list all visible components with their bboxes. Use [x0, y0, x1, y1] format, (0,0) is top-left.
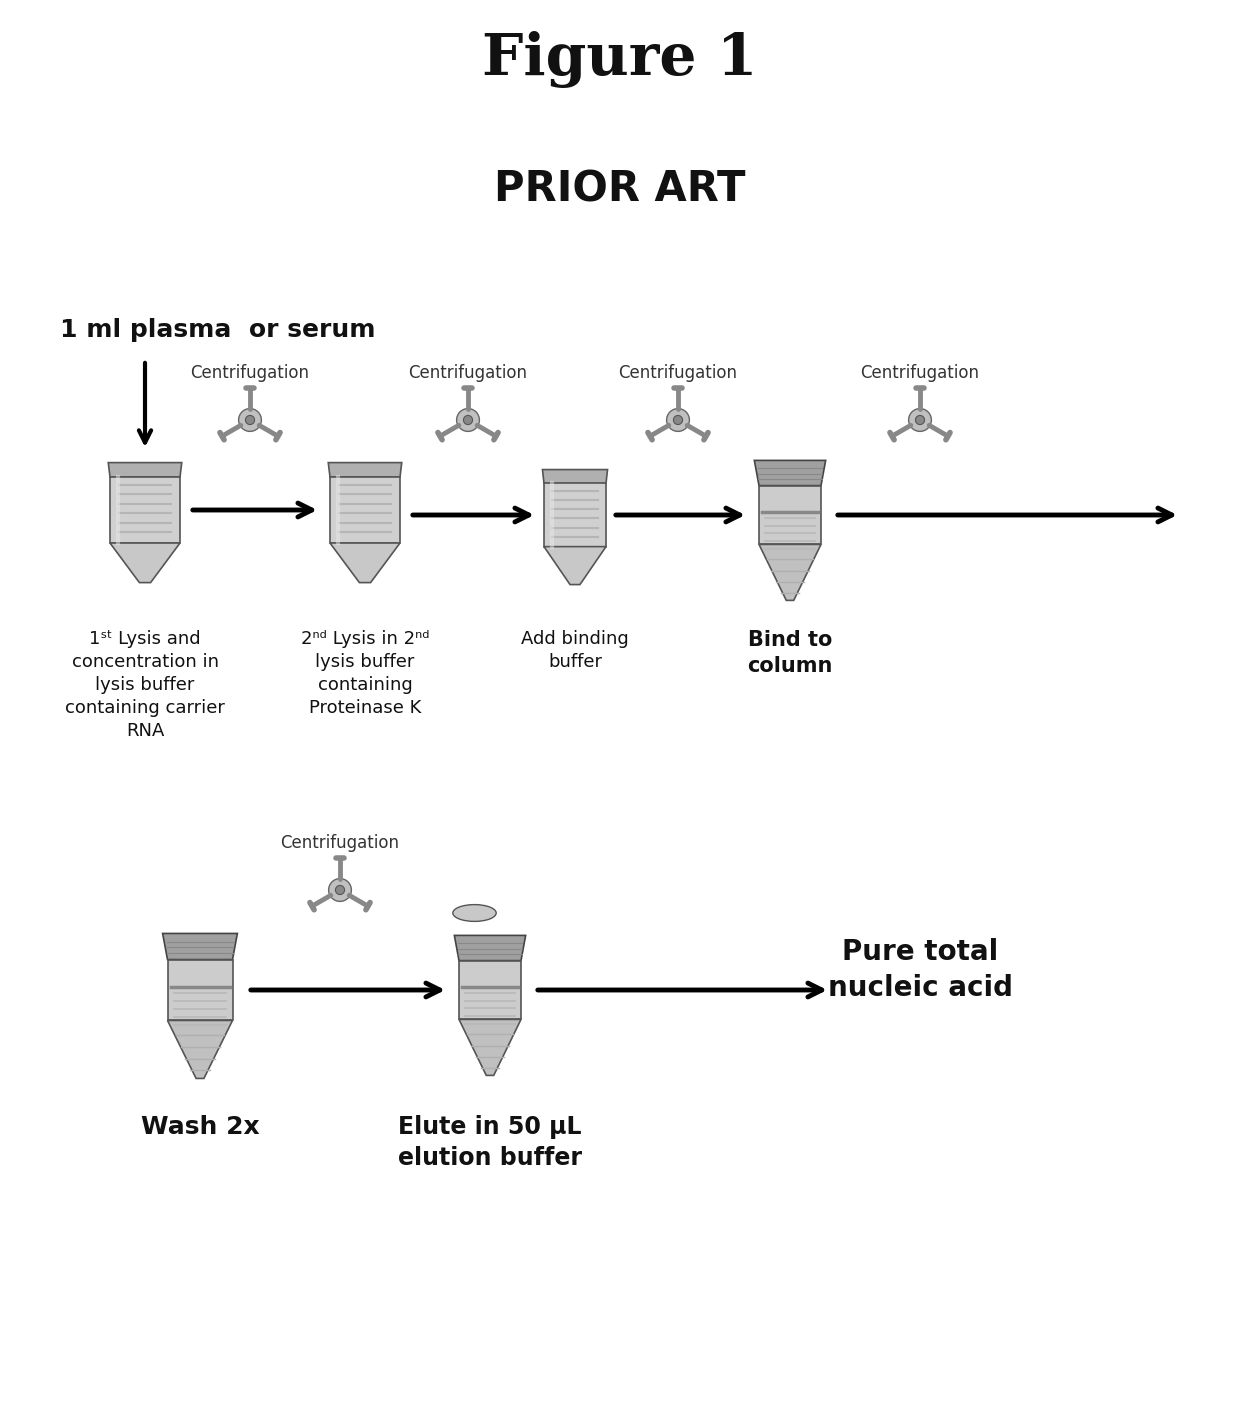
Text: Centrifugation: Centrifugation — [280, 834, 399, 852]
Text: Centrifugation: Centrifugation — [191, 364, 310, 382]
Polygon shape — [459, 1020, 521, 1075]
Text: Bind to
column: Bind to column — [748, 630, 833, 676]
Text: 1ˢᵗ Lysis and
concentration in
lysis buffer
containing carrier
RNA: 1ˢᵗ Lysis and concentration in lysis buf… — [64, 630, 224, 740]
Circle shape — [464, 416, 472, 425]
Polygon shape — [544, 483, 606, 547]
Polygon shape — [162, 933, 237, 960]
Text: Centrifugation: Centrifugation — [408, 364, 527, 382]
Polygon shape — [330, 542, 401, 582]
Polygon shape — [454, 936, 526, 960]
Circle shape — [915, 416, 925, 425]
Polygon shape — [110, 477, 180, 542]
Polygon shape — [108, 463, 182, 477]
Polygon shape — [167, 1021, 233, 1078]
Polygon shape — [754, 460, 826, 486]
Text: Elute in 50 μL
elution buffer: Elute in 50 μL elution buffer — [398, 1115, 582, 1170]
Text: Pure total
nucleic acid: Pure total nucleic acid — [827, 937, 1013, 1003]
Text: Wash 2x: Wash 2x — [140, 1115, 259, 1139]
Text: 1 ml plasma  or serum: 1 ml plasma or serum — [60, 318, 376, 342]
Text: Centrifugation: Centrifugation — [619, 364, 738, 382]
Circle shape — [456, 409, 480, 432]
Polygon shape — [542, 470, 608, 483]
Polygon shape — [759, 544, 821, 601]
Text: PRIOR ART: PRIOR ART — [495, 169, 745, 212]
Circle shape — [238, 409, 262, 432]
Text: Centrifugation: Centrifugation — [861, 364, 980, 382]
Polygon shape — [759, 486, 821, 544]
Circle shape — [246, 416, 254, 425]
Text: 2ⁿᵈ Lysis in 2ⁿᵈ
lysis buffer
containing
Proteinase K: 2ⁿᵈ Lysis in 2ⁿᵈ lysis buffer containing… — [300, 630, 429, 717]
Circle shape — [329, 879, 351, 902]
Polygon shape — [167, 960, 233, 1021]
Polygon shape — [544, 547, 606, 585]
Text: Add binding
buffer: Add binding buffer — [521, 630, 629, 670]
Polygon shape — [110, 542, 180, 582]
Ellipse shape — [453, 905, 496, 922]
Polygon shape — [459, 960, 521, 1020]
Circle shape — [673, 416, 682, 425]
Polygon shape — [330, 477, 401, 542]
Polygon shape — [329, 463, 402, 477]
Text: Figure 1: Figure 1 — [482, 31, 758, 88]
Circle shape — [909, 409, 931, 432]
Circle shape — [667, 409, 689, 432]
Circle shape — [336, 886, 345, 895]
